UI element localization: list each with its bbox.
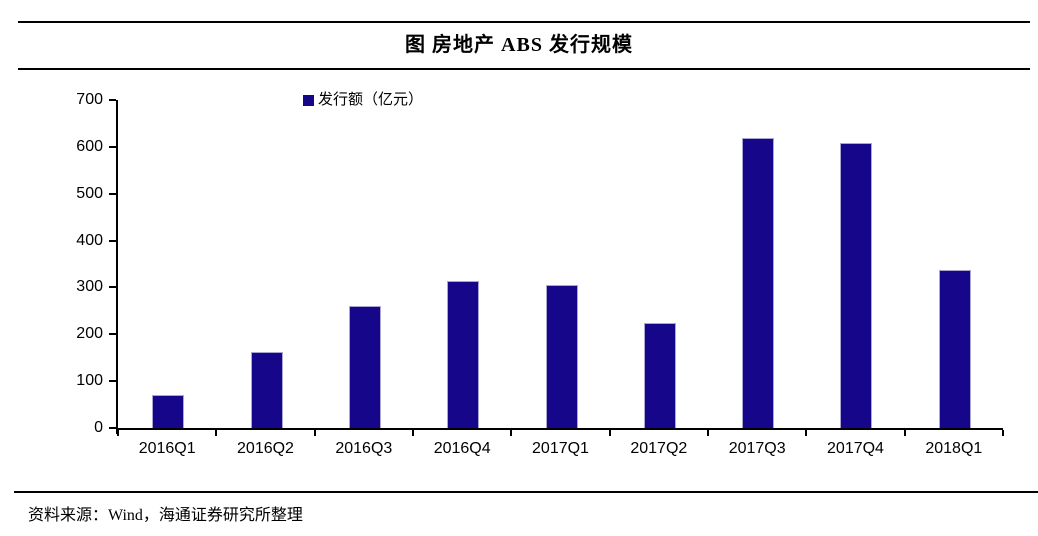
y-axis-tick-200: [109, 333, 116, 336]
x-axis-tick-0: [117, 430, 119, 436]
y-axis-tick-400: [109, 239, 116, 242]
x-axis-tick-2: [313, 430, 316, 436]
plot-area: 0 100 200 300 400 500 600 700 2016Q1 2016Q2 2016Q3…: [76, 91, 1004, 457]
x-axis-tick-6: [707, 430, 709, 436]
x-axis-label-2016Q4: 2016Q4: [433, 440, 491, 457]
y-axis-tick-100: [109, 380, 116, 383]
y-axis-label-600: 600: [76, 137, 103, 155]
y-axis-label-700: 700: [76, 91, 103, 108]
x-axis-line: [116, 428, 1003, 430]
y-axis-label-200: 200: [76, 325, 103, 343]
bar-2017Q4: [840, 143, 872, 428]
y-axis-tick-500: [109, 192, 116, 195]
title-bottom-rule: [18, 68, 1030, 70]
x-axis-label-2017Q4: 2017Q4: [827, 440, 884, 457]
x-axis-tick-3: [412, 430, 414, 436]
x-axis-label-2016Q2: 2016Q2: [237, 440, 294, 457]
y-axis-tick-0: [109, 427, 116, 429]
x-axis-tick-7: [805, 430, 808, 436]
x-axis-tick-9: [1002, 430, 1004, 436]
x-axis-label-2016Q3: 2016Q3: [335, 440, 393, 457]
footer-rule: [14, 491, 1038, 493]
y-axis-label-400: 400: [76, 231, 103, 249]
top-rule: [18, 21, 1030, 23]
y-axis-label-500: 500: [76, 184, 103, 202]
y-axis-label-300: 300: [76, 278, 103, 296]
bar-2017Q2: [644, 323, 676, 428]
bar-2018Q1: [939, 270, 971, 428]
bar-2016Q2: [251, 352, 283, 428]
x-axis-tick-1: [215, 430, 218, 436]
x-axis-label-2017Q3: 2017Q3: [728, 440, 786, 457]
bar-2017Q1: [546, 285, 578, 428]
bar-2016Q3: [349, 306, 381, 428]
legend-label: 发行额（亿元）: [318, 91, 424, 108]
x-axis-tick-8: [903, 430, 906, 436]
y-axis-line: [116, 100, 118, 434]
y-axis-label-100: 100: [76, 372, 103, 390]
source-note: 资料来源：Wind，海通证券研究所整理: [28, 507, 303, 524]
x-axis-label-2018Q1: 2018Q1: [925, 440, 983, 457]
figure-title: 图 房地产 ABS 发行规模: [405, 34, 633, 56]
y-axis-label-0: 0: [94, 419, 103, 436]
bar-2017Q3: [742, 138, 774, 428]
x-axis-label-2017Q2: 2017Q2: [630, 440, 688, 457]
y-axis-tick-600: [109, 145, 116, 148]
chart-legend: 发行额（亿元）: [303, 91, 423, 109]
x-axis-tick-4: [510, 430, 513, 436]
bar-2016Q4: [447, 281, 479, 428]
x-axis-label-2017Q1: 2017Q1: [532, 440, 589, 457]
x-axis-tick-5: [608, 430, 611, 436]
y-axis-tick-300: [109, 286, 116, 289]
legend-swatch: [303, 94, 314, 106]
y-axis-tick-700: [109, 99, 116, 101]
x-axis-label-2016Q1: 2016Q1: [138, 440, 196, 457]
bar-2016Q1: [152, 395, 184, 428]
